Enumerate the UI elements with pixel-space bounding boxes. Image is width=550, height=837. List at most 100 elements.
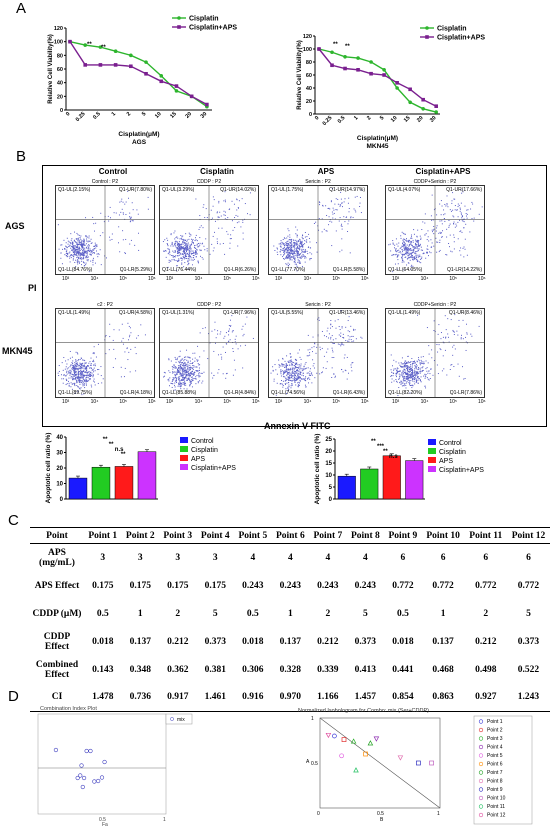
flow-event [85,379,87,381]
flow-event [464,205,466,207]
flow-event [80,258,82,260]
flow-event [289,253,291,255]
flow-event [295,379,297,381]
flow-event [291,253,293,255]
flow-event [168,252,170,254]
flow-event [296,246,298,248]
flow-event [435,237,437,239]
significance-mark: ** [87,42,92,48]
flow-event [69,251,71,253]
flow-event [75,250,77,252]
flow-event [433,226,435,228]
flow-event [345,216,347,218]
flow-event [457,203,459,205]
flow-event [456,209,458,211]
flow-event [191,373,193,375]
flow-event [81,264,83,266]
flow-event [182,247,184,249]
flow-event [285,249,287,251]
flow-event [180,246,182,248]
flow-event [420,249,422,251]
flow-event [401,253,403,255]
flow-event [444,315,446,317]
flow-event [425,360,427,362]
flow-event [85,381,87,383]
y-tick-label: 40 [306,86,312,92]
flow-event [429,251,431,253]
flow-event [304,240,306,242]
flow-event [80,367,82,369]
flow-event [186,243,188,245]
flow-event [188,252,190,254]
flow-event [173,366,175,368]
flow-event [289,367,291,369]
flow-event [87,372,89,374]
flow-event [193,365,195,367]
flow-event [82,243,84,245]
flow-event [337,198,339,200]
flow-event [80,364,82,366]
flow-tick-label: 10³ [62,399,70,405]
flow-event [404,361,406,363]
table-cell: 0.175 [204,580,226,591]
flow-event [402,363,404,365]
flow-event [323,355,325,357]
flow-event [403,261,405,263]
flow-event [452,209,454,211]
flow-event [202,206,204,208]
flow-event [461,215,463,217]
table-cell: 2 [175,608,181,619]
flow-tick-label: 10⁴ [90,276,99,282]
flow-event [427,245,429,247]
flow-event [393,380,395,382]
flow-event [420,246,422,248]
flow-event [70,254,72,256]
flow-event [311,374,313,376]
flow-event [298,241,300,243]
flow-event [174,230,176,232]
flow-event [282,242,284,244]
data-point [395,81,399,85]
flow-event [182,368,184,370]
flow-event [79,380,81,382]
flow-event [81,394,83,396]
flow-event [70,365,72,367]
flow-event [85,383,87,385]
flow-event [198,228,200,230]
flow-event [81,363,83,365]
quadrant-label-lr: Q1-LR(14.22%) [446,267,482,273]
data-point [83,63,88,67]
flow-event [403,380,405,382]
flow-event [298,244,300,246]
flow-event [84,374,86,376]
flow-event [298,260,300,262]
flow-event [299,379,301,381]
flow-event [299,380,301,382]
flow-event [438,344,440,346]
quadrant-label-ul: Q1-UL(1.49%) [58,310,91,316]
flow-event [89,378,91,380]
flow-event [202,327,204,329]
data-point [408,87,412,92]
flow-event [392,375,394,377]
flow-event [72,259,74,261]
flow-event [93,230,95,232]
flow-event [178,379,180,381]
flow-event [187,260,189,262]
table-cell: 0.854 [384,683,422,712]
flow-event [192,243,194,245]
flow-event [459,219,461,221]
flow-event [295,384,297,386]
flow-event [412,241,414,243]
flow-event [395,376,397,378]
flow-event [415,251,417,253]
flow-event [396,369,398,371]
flow-event [397,259,399,261]
flow-event [341,249,343,251]
flow-event [418,240,420,242]
flow-event [454,198,456,200]
flow-event [410,385,412,387]
flow-event [412,246,414,248]
flow-event [176,247,178,249]
flow-event [404,256,406,258]
